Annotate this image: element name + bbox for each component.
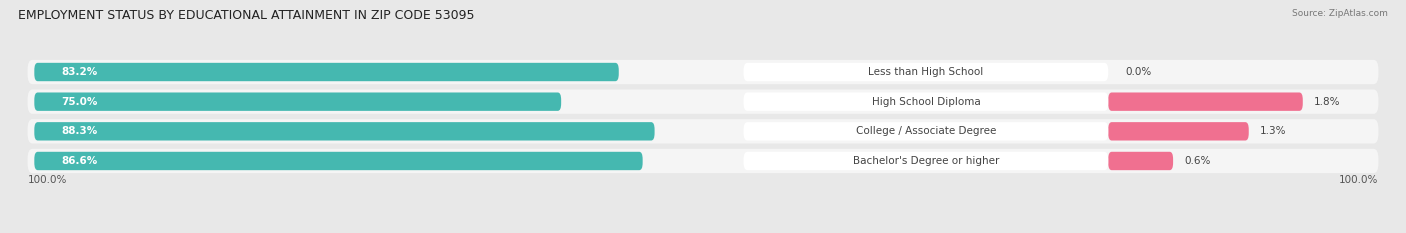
FancyBboxPatch shape: [34, 122, 655, 140]
FancyBboxPatch shape: [744, 63, 1108, 81]
Text: High School Diploma: High School Diploma: [872, 97, 980, 107]
Text: 0.0%: 0.0%: [1126, 67, 1152, 77]
Text: Bachelor's Degree or higher: Bachelor's Degree or higher: [852, 156, 1000, 166]
Text: EMPLOYMENT STATUS BY EDUCATIONAL ATTAINMENT IN ZIP CODE 53095: EMPLOYMENT STATUS BY EDUCATIONAL ATTAINM…: [18, 9, 475, 22]
FancyBboxPatch shape: [34, 152, 643, 170]
Text: 100.0%: 100.0%: [1339, 175, 1378, 185]
Text: 83.2%: 83.2%: [62, 67, 97, 77]
Text: 100.0%: 100.0%: [28, 175, 67, 185]
FancyBboxPatch shape: [744, 122, 1108, 140]
Text: 75.0%: 75.0%: [62, 97, 97, 107]
Text: 1.8%: 1.8%: [1313, 97, 1340, 107]
FancyBboxPatch shape: [1108, 93, 1303, 111]
FancyBboxPatch shape: [28, 119, 1378, 144]
Text: 1.3%: 1.3%: [1260, 126, 1286, 136]
FancyBboxPatch shape: [1108, 122, 1249, 140]
FancyBboxPatch shape: [744, 152, 1108, 170]
Text: Source: ZipAtlas.com: Source: ZipAtlas.com: [1292, 9, 1388, 18]
FancyBboxPatch shape: [1108, 152, 1173, 170]
Text: College / Associate Degree: College / Associate Degree: [856, 126, 995, 136]
FancyBboxPatch shape: [34, 93, 561, 111]
FancyBboxPatch shape: [28, 60, 1378, 84]
Text: Less than High School: Less than High School: [869, 67, 984, 77]
Text: 86.6%: 86.6%: [62, 156, 97, 166]
Text: 88.3%: 88.3%: [62, 126, 97, 136]
FancyBboxPatch shape: [28, 149, 1378, 173]
FancyBboxPatch shape: [34, 63, 619, 81]
Text: 0.6%: 0.6%: [1184, 156, 1211, 166]
FancyBboxPatch shape: [28, 89, 1378, 114]
FancyBboxPatch shape: [744, 93, 1108, 111]
